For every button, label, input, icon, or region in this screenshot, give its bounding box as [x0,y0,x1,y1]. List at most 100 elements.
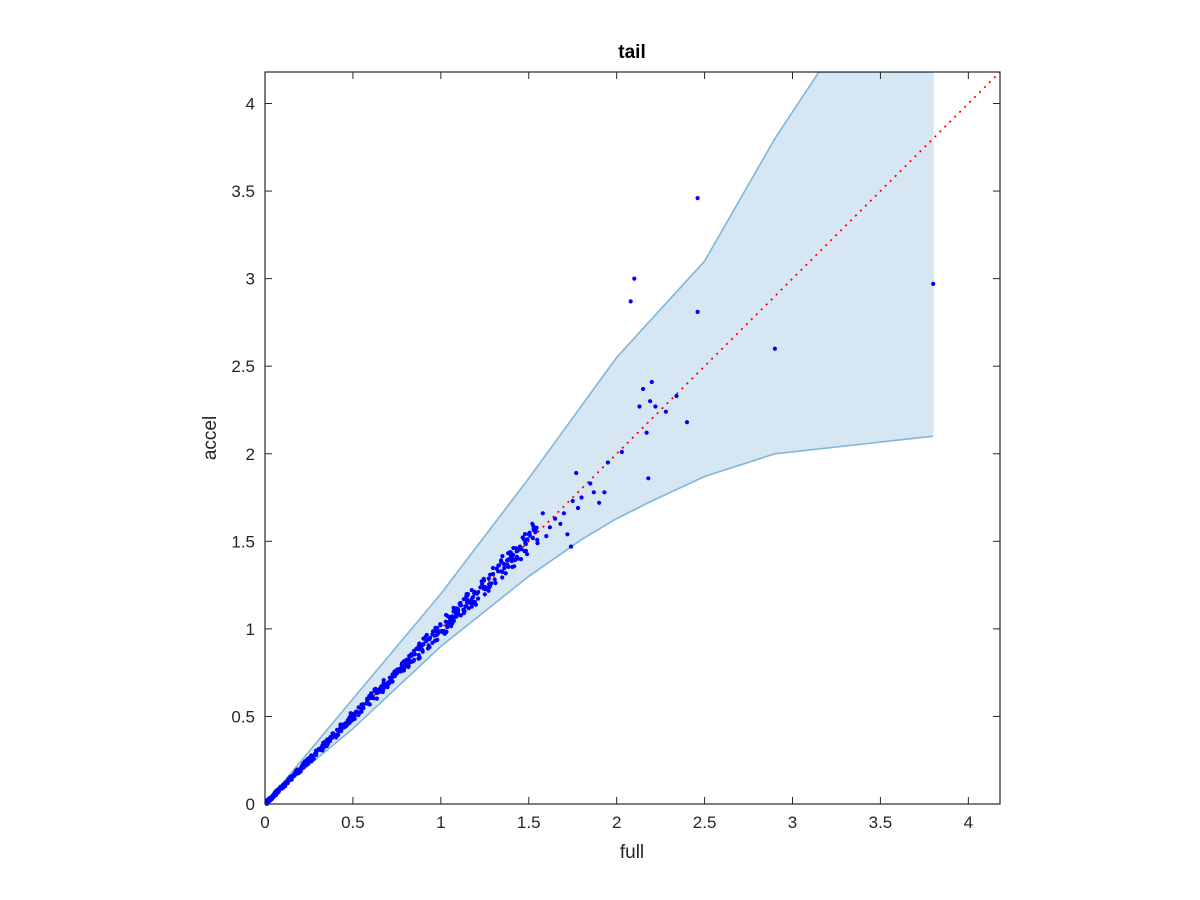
data-point [509,554,514,559]
data-point [435,631,440,636]
reference-line [264,71,1001,805]
data-point [588,481,593,486]
y-tick-label: 1.5 [231,532,255,551]
data-point [291,773,296,778]
data-point [602,490,607,495]
x-tick-label: 0.5 [341,813,365,832]
x-tick-label: 1 [436,813,445,832]
data-point [269,797,274,802]
data-point [641,386,646,392]
data-point [304,760,309,765]
data-point [390,679,395,684]
data-point [482,592,487,597]
data-point [339,728,344,734]
data-point [467,600,472,605]
data-point [416,656,421,661]
data-point [386,680,391,685]
data-point [579,495,584,500]
data-point [632,276,637,281]
data-point [570,498,575,504]
band-lower-edge [265,435,934,804]
data-point [574,470,579,476]
data-point [684,420,690,425]
x-tick-label: 4 [964,813,973,832]
data-point [500,575,505,580]
data-point [500,554,505,559]
data-point [425,646,431,651]
data-point [695,196,700,201]
data-point [350,716,356,722]
data-point [462,609,467,614]
data-point [265,799,270,805]
data-point [412,652,417,657]
axes-box [264,71,1001,805]
identity-reference-line [264,71,1001,805]
data-point [350,712,355,717]
data-point [591,490,596,495]
data-point [483,585,488,590]
data-point [530,521,535,526]
data-point [320,745,325,751]
data-point [512,558,517,563]
data-point [512,564,517,569]
data-point [381,678,386,683]
data-point [312,751,318,757]
data-point [451,615,456,621]
data-point [380,684,385,689]
data-point [619,449,625,455]
data-point [535,537,540,543]
data-point [445,614,451,619]
x-tick-label: 2.5 [693,813,717,832]
data-point [438,623,443,628]
y-tick-label: 1 [246,620,255,639]
data-point [276,789,281,794]
data-point [400,664,405,669]
data-point [338,722,343,727]
data-point [360,704,366,710]
data-point [424,632,429,638]
data-point [328,736,333,741]
data-point [772,346,778,351]
data-point [553,516,558,521]
data-point [454,606,459,611]
y-tick-label: 3.5 [231,182,255,201]
data-point [695,309,700,314]
y-tick-label: 0 [246,795,255,814]
data-point [339,725,344,731]
data-point [469,588,474,593]
data-point [390,672,395,677]
data-point [342,724,348,729]
data-point [481,576,486,582]
data-point [514,546,519,551]
data-point [478,585,483,590]
data-point [420,647,425,652]
data-point [530,536,536,541]
x-tick-label: 1.5 [517,813,541,832]
data-point [535,541,540,546]
data-point [406,661,411,666]
data-point [373,686,378,692]
data-point [646,476,651,481]
data-point [494,566,499,571]
data-point [443,619,448,624]
data-point [464,592,469,597]
data-point [430,640,435,645]
data-point [286,777,291,782]
data-point [547,525,553,530]
data-point [325,737,330,742]
y-tick-label: 4 [246,95,255,114]
data-point [503,571,508,576]
data-point [394,671,400,676]
data-point [540,511,545,516]
data-point [653,404,658,409]
data-point [931,281,936,286]
data-point [374,696,379,701]
data-point [458,603,463,608]
data-point [473,602,478,607]
y-tick-label: 0.5 [231,707,255,726]
data-point [561,511,567,516]
x-axis-ticks: 0 0.5 1 1.5 2 2.5 3 3.5 4 [260,72,973,832]
data-point [514,554,520,559]
data-point [489,581,494,586]
